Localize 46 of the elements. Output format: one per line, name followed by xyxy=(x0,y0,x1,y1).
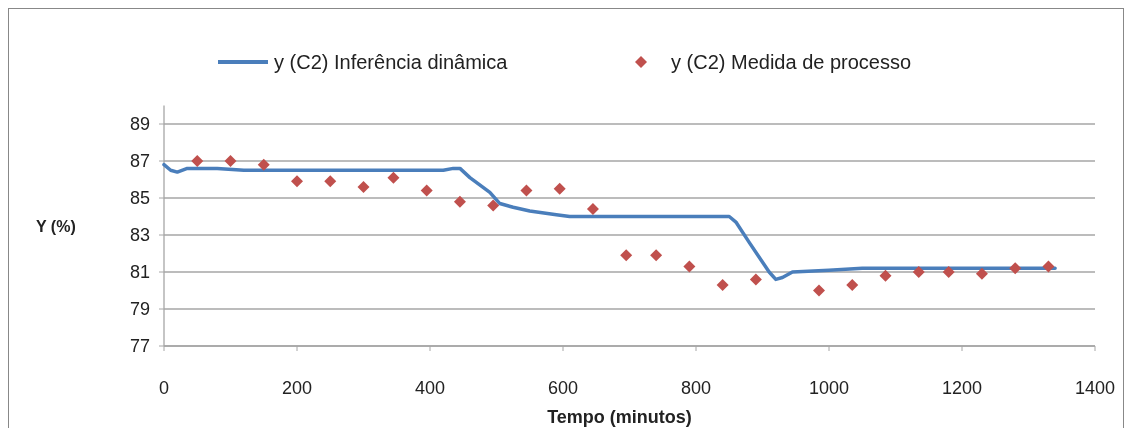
point xyxy=(257,158,270,171)
point xyxy=(553,182,566,195)
y-tick-label: 79 xyxy=(129,299,150,319)
point xyxy=(620,249,633,262)
point xyxy=(387,171,400,184)
y-tick-label: 85 xyxy=(129,188,150,208)
y-tick-label: 83 xyxy=(129,225,150,245)
point xyxy=(224,155,237,167)
x-tick-label: 1400 xyxy=(1074,378,1116,398)
point xyxy=(520,184,533,197)
point xyxy=(813,284,826,297)
point xyxy=(650,249,663,262)
x-tick-label: 200 xyxy=(281,378,313,398)
point xyxy=(453,195,466,208)
legend-label: y (C2) Medida de processo xyxy=(671,51,912,73)
point xyxy=(942,266,955,278)
point xyxy=(716,278,729,291)
point xyxy=(191,155,204,167)
x-tick-label: 0 xyxy=(158,378,170,398)
y-axis-title: Y (%) xyxy=(36,218,76,235)
point xyxy=(846,278,859,291)
y-tick-label: 87 xyxy=(129,151,150,171)
point xyxy=(487,199,500,212)
x-tick-label: 1200 xyxy=(941,378,983,398)
y-tick-label: 81 xyxy=(129,262,150,282)
point xyxy=(879,269,892,282)
point xyxy=(420,184,433,197)
point xyxy=(975,267,988,280)
x-tick-label: 1000 xyxy=(808,378,850,398)
point xyxy=(1009,262,1022,275)
point xyxy=(749,273,762,286)
x-tick-label: 600 xyxy=(547,378,579,398)
line-series xyxy=(162,162,1057,282)
point xyxy=(291,175,303,188)
point xyxy=(357,180,370,193)
point xyxy=(683,260,696,273)
point xyxy=(1042,260,1055,273)
y-tick-label: 89 xyxy=(129,114,150,134)
x-axis-title: Tempo (minutos) xyxy=(547,407,692,427)
x-tick-label: 400 xyxy=(414,378,446,398)
point xyxy=(586,203,599,216)
point xyxy=(324,175,337,188)
y-tick-label: 77 xyxy=(129,336,150,356)
legend-label: y (C2) Inferência dinâmica xyxy=(274,51,509,73)
point xyxy=(912,266,925,278)
x-tick-label: 800 xyxy=(680,378,712,398)
